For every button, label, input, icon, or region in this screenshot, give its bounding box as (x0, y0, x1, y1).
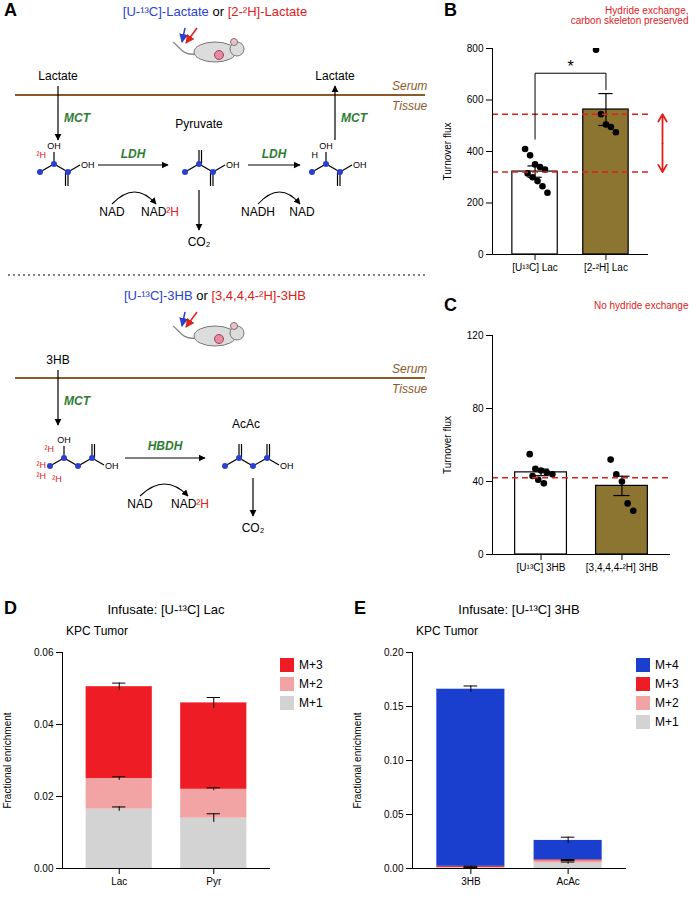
svg-text:NAD²H: NAD²H (141, 205, 179, 219)
svg-text:AcAc: AcAc (232, 417, 260, 431)
html-text:Infusate: [U-¹³C] 3HB: Infusate: [U-¹³C] 3HB (458, 602, 580, 617)
svg-text:Fractional enrichment: Fractional enrichment (352, 712, 363, 808)
svg-text:H: H (312, 150, 319, 160)
svg-text:OH: OH (226, 160, 240, 170)
svg-text:Turnover flux: Turnover flux (442, 123, 453, 181)
svg-text:80: 80 (472, 403, 484, 414)
svg-text:0.10: 0.10 (384, 755, 404, 766)
svg-text:NAD: NAD (99, 205, 125, 219)
svg-text:[U-¹³C]-Lactate or [2-²H]-Lact: [U-¹³C]-Lactate or [2-²H]-Lactate (123, 4, 307, 19)
html-text:M+2: M+2 (655, 696, 679, 710)
svg-text:600: 600 (467, 94, 484, 105)
svg-text:MCT: MCT (64, 111, 92, 125)
svg-text:NAD: NAD (127, 497, 153, 511)
svg-text:0.20: 0.20 (384, 647, 404, 658)
svg-text:3HB: 3HB (461, 876, 481, 887)
svg-text:0.05: 0.05 (384, 809, 404, 820)
html-text:D: D (4, 598, 17, 618)
svg-text:AcAc: AcAc (556, 876, 579, 887)
svg-text:0.02: 0.02 (34, 791, 54, 802)
svg-text:0: 0 (478, 549, 484, 560)
svg-text:[U¹³C] 3HB: [U¹³C] 3HB (517, 562, 566, 573)
svg-text:0.04: 0.04 (34, 719, 54, 730)
svg-text:[3,4,4,4-²H] 3HB: [3,4,4,4-²H] 3HB (586, 562, 659, 573)
html-text:M+3: M+3 (655, 677, 679, 691)
html-text:M+2: M+2 (299, 677, 323, 691)
svg-text:40: 40 (472, 476, 484, 487)
svg-text:²H: ²H (37, 460, 47, 470)
html-text:M+4: M+4 (655, 658, 679, 672)
svg-text:Lactate: Lactate (315, 69, 355, 83)
svg-text:Fractional enrichment: Fractional enrichment (2, 712, 13, 808)
svg-text:OH: OH (105, 461, 119, 471)
html-text:M+3: M+3 (299, 658, 323, 672)
svg-text:MCT: MCT (341, 111, 369, 125)
svg-text:[2-²H] Lac: [2-²H] Lac (584, 262, 628, 273)
svg-text:LDH: LDH (262, 147, 287, 161)
svg-text:Hydride exchange,carbon skelet: Hydride exchange,carbon skeleton preserv… (571, 5, 689, 26)
svg-text:Turnover flux: Turnover flux (442, 416, 453, 474)
html-text:A: A (4, 0, 17, 20)
svg-text:0.06: 0.06 (34, 647, 54, 658)
svg-text:OH: OH (47, 141, 61, 151)
svg-text:²H: ²H (37, 471, 47, 481)
svg-text:0.15: 0.15 (384, 701, 404, 712)
svg-text:CO₂: CO₂ (188, 235, 211, 249)
svg-text:Pyruvate: Pyruvate (175, 117, 223, 131)
svg-text:HBDH: HBDH (148, 439, 183, 453)
svg-text:Lactate: Lactate (38, 69, 78, 83)
svg-text:OH: OH (57, 435, 71, 445)
svg-text:CO₂: CO₂ (242, 521, 265, 535)
svg-text:3HB: 3HB (46, 353, 69, 367)
svg-text:NAD: NAD (289, 205, 315, 219)
svg-text:MCT: MCT (64, 394, 92, 408)
html-text:KPC Tumor: KPC Tumor (66, 624, 128, 638)
svg-text:²H: ²H (52, 474, 62, 484)
html-text:KPC Tumor: KPC Tumor (416, 624, 478, 638)
html-text:Infusate: [U-¹³C] Lac: Infusate: [U-¹³C] Lac (107, 602, 225, 617)
html-text:C: C (444, 295, 457, 315)
svg-text:OH: OH (81, 160, 95, 170)
svg-text:0.00: 0.00 (384, 863, 404, 874)
svg-text:Pyr: Pyr (206, 876, 222, 887)
html-text:M+1: M+1 (655, 715, 679, 729)
svg-text:*: * (567, 58, 573, 75)
html-text:M+1: M+1 (299, 696, 323, 710)
svg-text:[U¹³C] Lac: [U¹³C] Lac (512, 262, 558, 273)
svg-text:0.00: 0.00 (34, 863, 54, 874)
svg-text:Serum: Serum (392, 362, 427, 376)
svg-text:[U-¹³C]-3HB or [3,4,4,4-²H]-3H: [U-¹³C]-3HB or [3,4,4,4-²H]-3HB (124, 288, 306, 303)
svg-text:800: 800 (467, 43, 484, 54)
svg-text:NAD²H: NAD²H (171, 497, 209, 511)
html-text:B: B (444, 0, 457, 20)
svg-text:0: 0 (478, 249, 484, 260)
svg-text:400: 400 (467, 146, 484, 157)
svg-text:Tissue: Tissue (392, 99, 428, 113)
svg-text:²H: ²H (45, 444, 55, 454)
svg-text:LDH: LDH (121, 147, 146, 161)
svg-text:No hydride exchange: No hydride exchange (594, 300, 689, 311)
svg-text:OH: OH (353, 160, 367, 170)
svg-text:Tissue: Tissue (392, 382, 428, 396)
svg-text:NADH: NADH (241, 205, 275, 219)
svg-text:OH: OH (280, 461, 294, 471)
svg-text:200: 200 (467, 197, 484, 208)
svg-text:120: 120 (467, 330, 484, 341)
svg-text:Serum: Serum (392, 79, 427, 93)
svg-text:OH: OH (319, 141, 333, 151)
svg-text:Lac: Lac (111, 876, 127, 887)
html-text:E: E (354, 598, 366, 618)
svg-text:²H: ²H (37, 150, 47, 160)
